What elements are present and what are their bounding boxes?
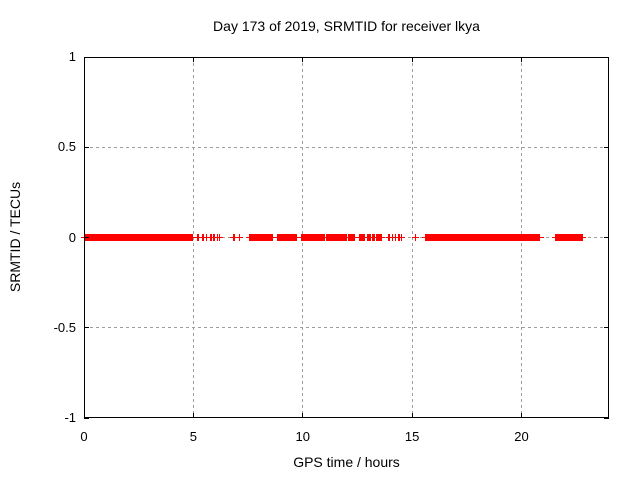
y-tick-right bbox=[604, 146, 609, 148]
plus-marker-horizontal bbox=[235, 236, 243, 239]
x-tick-label: 15 bbox=[404, 429, 420, 444]
y-tick-left bbox=[84, 237, 89, 238]
x-tick-bottom bbox=[411, 413, 413, 418]
data-band bbox=[376, 234, 382, 241]
x-tick-top bbox=[83, 57, 85, 62]
x-tick-top bbox=[521, 57, 522, 62]
data-band bbox=[84, 234, 194, 241]
plus-marker-horizontal bbox=[194, 236, 202, 239]
x-tick-top bbox=[302, 57, 304, 62]
data-band bbox=[358, 234, 366, 241]
y-tick-label: 1 bbox=[68, 49, 76, 64]
y-tick-right bbox=[604, 417, 609, 419]
y-tick-left bbox=[84, 146, 89, 148]
y-tick-left bbox=[84, 417, 89, 419]
y-tick-label: 0 bbox=[68, 229, 76, 245]
plus-marker-horizontal bbox=[230, 236, 238, 239]
y-tick-right bbox=[604, 56, 609, 58]
data-band bbox=[249, 234, 274, 241]
x-axis-title: GPS time / hours bbox=[293, 454, 400, 470]
y-tick-left bbox=[84, 56, 89, 58]
y-tick-label: -0.5 bbox=[53, 319, 76, 335]
x-tick-bottom bbox=[192, 413, 194, 418]
data-band bbox=[555, 234, 583, 241]
y-tick-right bbox=[604, 237, 609, 238]
data-band bbox=[425, 234, 541, 241]
x-tick-label: 0 bbox=[80, 429, 88, 444]
y-tick-label: 0.5 bbox=[57, 139, 76, 155]
plot-area bbox=[80, 56, 609, 419]
y-tick-right bbox=[604, 327, 609, 329]
y-gridline bbox=[84, 327, 609, 329]
chart-title: Day 173 of 2019, SRMTID for receiver lky… bbox=[213, 18, 480, 34]
y-tick-label: -1 bbox=[64, 410, 76, 425]
y-tick-left bbox=[84, 327, 89, 329]
x-tick-top bbox=[192, 57, 194, 62]
x-tick-label: 20 bbox=[514, 429, 529, 444]
x-tick-label: 10 bbox=[295, 429, 310, 444]
data-band bbox=[347, 234, 356, 241]
y-gridline bbox=[84, 146, 609, 148]
plus-marker-horizontal bbox=[398, 236, 406, 239]
data-band bbox=[325, 234, 347, 241]
x-tick-bottom bbox=[521, 413, 522, 418]
x-tick-top bbox=[411, 57, 413, 62]
plus-marker-horizontal bbox=[203, 236, 210, 239]
plus-marker-horizontal bbox=[216, 236, 224, 239]
y-axis-title: SRMTID / TECUs bbox=[7, 181, 23, 293]
data-band bbox=[276, 234, 298, 241]
x-tick-bottom bbox=[302, 413, 304, 418]
data-band bbox=[300, 234, 325, 241]
plus-marker-horizontal bbox=[411, 236, 419, 239]
x-tick-label: 5 bbox=[189, 429, 197, 444]
